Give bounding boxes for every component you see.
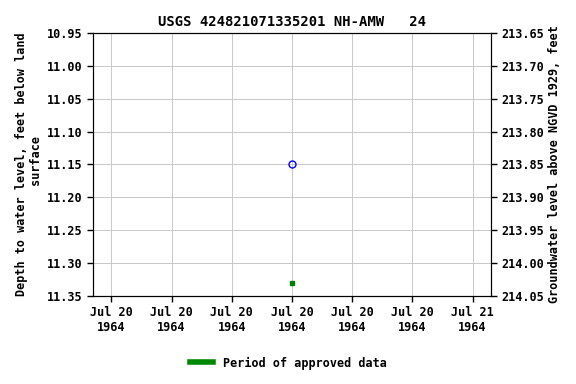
- Y-axis label: Depth to water level, feet below land
 surface: Depth to water level, feet below land su…: [15, 33, 43, 296]
- Legend: Period of approved data: Period of approved data: [185, 352, 391, 374]
- Title: USGS 424821071335201 NH-AMW   24: USGS 424821071335201 NH-AMW 24: [158, 15, 426, 29]
- Y-axis label: Groundwater level above NGVD 1929, feet: Groundwater level above NGVD 1929, feet: [548, 26, 561, 303]
